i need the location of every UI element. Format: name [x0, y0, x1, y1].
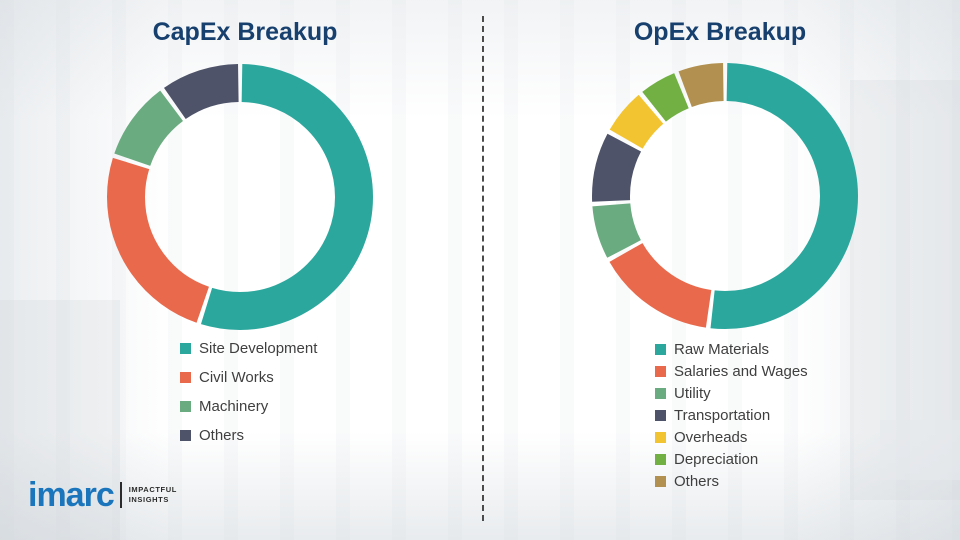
legend-swatch: [655, 453, 666, 465]
legend-item-site-development: Site Development: [180, 334, 317, 363]
legend-swatch: [655, 475, 666, 487]
imarc-wordmark: imarc: [28, 476, 115, 514]
legend-label: Utility: [674, 384, 711, 402]
donut-segment-raw-materials: [592, 63, 858, 329]
opex-legend: Raw Materials Salaries and Wages Utility Tr…: [655, 338, 808, 492]
legend-item-machinery: Machinery: [180, 392, 317, 421]
legend-item-others: Others: [655, 470, 808, 492]
background-machinery-left: [0, 300, 120, 540]
legend-label: Machinery: [199, 398, 269, 415]
logo-tagline: IMPACTFUL INSIGHTS: [129, 485, 177, 505]
vertical-dashed-divider: [482, 16, 484, 521]
capex-chart-panel: CapEx Breakup Site Development Civil Work…: [107, 18, 373, 450]
opex-chart-title: OpEx Breakup: [633, 18, 807, 46]
legend-label: Site Development: [199, 340, 318, 357]
legend-swatch: [180, 372, 191, 383]
legend-item-utility: Utility: [655, 382, 808, 404]
legend-swatch: [180, 343, 191, 354]
capex-donut-chart: [107, 64, 373, 330]
legend-swatch: [180, 430, 191, 441]
imarc-logo: imarc IMPACTFUL INSIGHTS: [28, 478, 177, 512]
legend-item-transportation: Transportation: [655, 404, 808, 426]
legend-item-others: Others: [180, 421, 317, 450]
capex-chart-title: CapEx Breakup: [152, 18, 338, 46]
background-crate: [880, 420, 960, 480]
legend-swatch: [655, 365, 666, 377]
opex-donut-chart: [592, 63, 858, 329]
capex-legend: Site Development Civil Works Machinery Othe…: [180, 334, 317, 450]
legend-label: Civil Works: [199, 369, 274, 386]
logo-divider: [119, 482, 122, 508]
legend-item-salaries-and-wages: Salaries and Wages: [655, 360, 808, 382]
legend-swatch: [655, 431, 666, 443]
legend-swatch: [655, 409, 666, 421]
donut-segment-site-development: [107, 64, 373, 330]
legend-item-raw-materials: Raw Materials: [655, 338, 808, 360]
legend-label: Salaries and Wages: [674, 362, 808, 380]
legend-label: Others: [674, 472, 720, 490]
legend-swatch: [655, 343, 666, 355]
legend-label: Others: [199, 427, 245, 444]
legend-label: Depreciation: [674, 450, 759, 468]
legend-label: Raw Materials: [674, 340, 770, 358]
legend-swatch: [180, 401, 191, 412]
logo-tagline-line1: IMPACTFUL: [128, 484, 177, 494]
logo-tagline-line2: INSIGHTS: [128, 495, 169, 504]
legend-label: Overheads: [674, 428, 748, 446]
legend-item-overheads: Overheads: [655, 426, 808, 448]
legend-swatch: [655, 387, 666, 399]
legend-label: Transportation: [674, 406, 771, 424]
donut-segment-civil-works: [107, 64, 373, 330]
legend-item-depreciation: Depreciation: [655, 448, 808, 470]
legend-item-civil-works: Civil Works: [180, 363, 317, 392]
opex-chart-panel: OpEx Breakup Raw Materials Salaries and W…: [480, 0, 960, 540]
donut-segment-transportation: [592, 63, 858, 329]
